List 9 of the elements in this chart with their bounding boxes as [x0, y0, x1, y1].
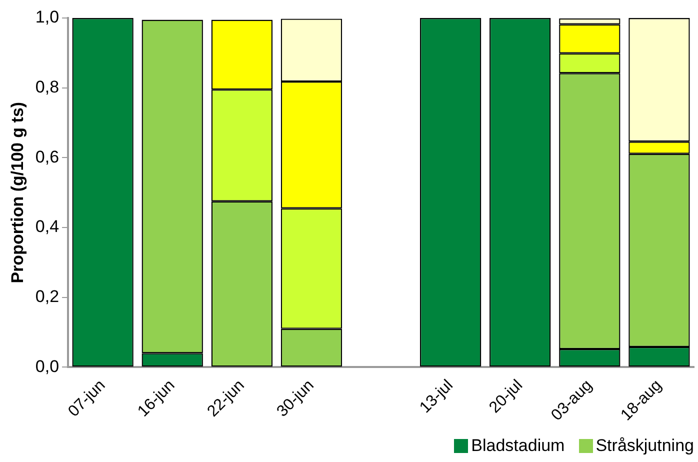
y-tick-label: 0,4: [35, 217, 60, 236]
y-tick-label: 0,0: [35, 356, 60, 376]
y-tick-label: 1,0: [35, 8, 60, 27]
legend-label: Stråskjutning: [596, 436, 694, 456]
y-tick-label: 0,6: [35, 147, 60, 166]
y-tick-label: 0,8: [35, 78, 60, 97]
y-axis-title: Proportion (g/100 g ts): [8, 102, 27, 284]
legend-label: Bladstadium: [471, 436, 565, 456]
y-tick-label: 0,2: [35, 287, 60, 306]
